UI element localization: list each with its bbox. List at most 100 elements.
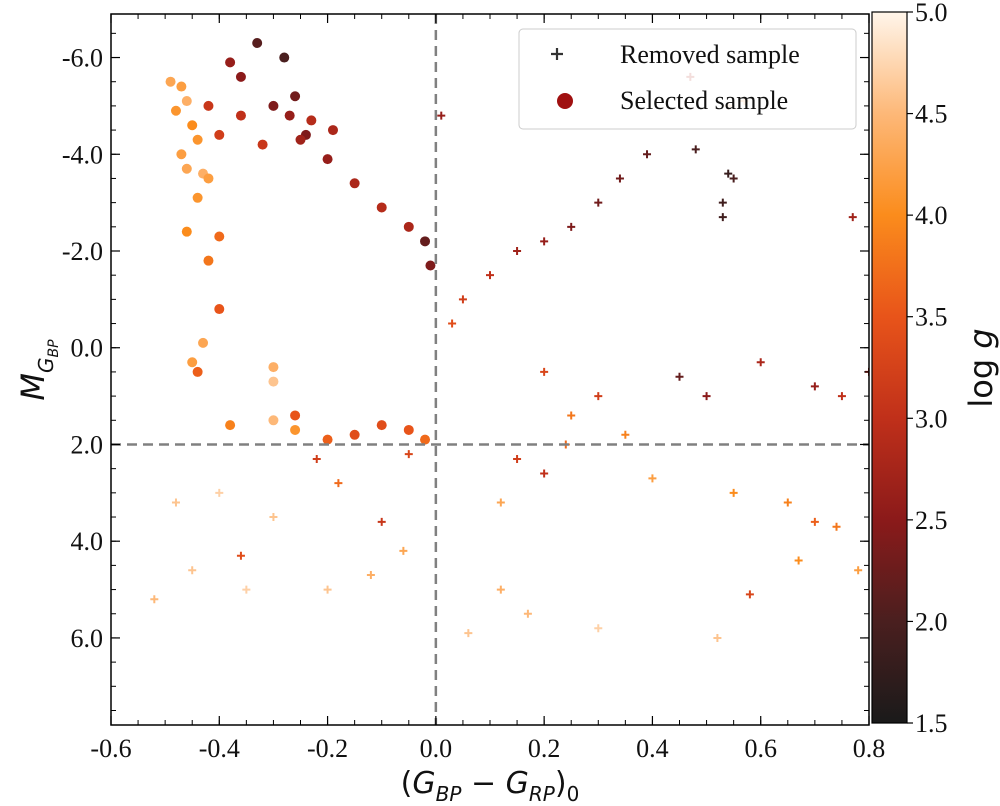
selected-sample-point	[290, 424, 301, 435]
selected-sample-point	[181, 163, 192, 174]
removed-sample-point	[567, 411, 576, 420]
selected-sample-point	[268, 100, 279, 111]
removed-sample-point	[702, 392, 711, 401]
selected-sample-point	[214, 231, 225, 242]
removed-sample-point	[540, 367, 549, 376]
removed-sample-point	[399, 546, 408, 555]
y-tick-label: -2.0	[62, 237, 103, 266]
removed-sample-point	[540, 237, 549, 246]
removed-sample-point	[323, 585, 332, 594]
colorbar-tick-label: 2.5	[915, 506, 948, 535]
selected-sample-point	[192, 192, 203, 203]
colorbar-tick-label: 4.0	[915, 201, 948, 230]
selected-sample-point	[290, 410, 301, 421]
x-tick-label: -0.4	[199, 734, 240, 763]
removed-sample-point	[366, 571, 375, 580]
x-tick-label: 0.4	[636, 734, 669, 763]
selected-sample-point	[198, 337, 209, 348]
y-tick-label: -6.0	[62, 44, 103, 73]
removed-sample-point	[615, 174, 624, 183]
selected-sample-point	[425, 260, 436, 271]
removed-sample-point	[513, 454, 522, 463]
selected-sample-point	[170, 105, 181, 116]
removed-sample-point	[648, 474, 657, 483]
removed-sample-point	[464, 629, 473, 638]
selected-sample-point	[322, 434, 333, 445]
removed-sample-point	[448, 319, 457, 328]
selected-sample-point	[203, 100, 214, 111]
selected-sample-point	[235, 110, 246, 121]
removed-sample-point	[718, 198, 727, 207]
removed-sample-point	[486, 271, 494, 280]
selected-sample-point	[192, 366, 203, 377]
selected-sample-point	[376, 202, 387, 213]
x-tick-label: 0.8	[853, 734, 886, 763]
selected-sample-point	[214, 129, 225, 140]
removed-sample-point	[540, 469, 549, 478]
x-tick-label: 0.6	[744, 734, 777, 763]
colorbar-tick-label: 3.0	[915, 404, 948, 433]
x-axis-title: (GBP − GRP)0	[401, 766, 580, 806]
selected-sample-point	[187, 357, 198, 368]
selected-sample-point	[203, 173, 214, 184]
removed-sample-point	[756, 358, 765, 367]
colorbar-title: log g	[962, 328, 1000, 407]
removed-sample-point	[745, 590, 754, 599]
removed-sample-point	[594, 392, 603, 401]
selected-sample-point	[279, 52, 290, 63]
selected-sample-point	[181, 226, 192, 237]
selected-sample-point	[290, 91, 301, 102]
removed-sample-point	[691, 145, 700, 154]
selected-sample-point	[403, 424, 414, 435]
removed-sample-point	[594, 624, 603, 633]
selected-sample-point	[376, 420, 387, 431]
selected-sample-point	[268, 362, 279, 373]
removed-sample-point	[404, 450, 413, 459]
legend: Removed sample Selected sample	[518, 28, 857, 130]
removed-sample-point	[713, 633, 722, 642]
selected-sample-point	[257, 139, 268, 150]
y-axis-ticks: -6.0 -4.0 -2.0 0.0 2.0 4.0 6.0	[62, 32, 869, 711]
selected-sample-point	[252, 38, 263, 49]
selected-sample-point	[349, 429, 360, 440]
removed-sample-point	[794, 556, 803, 565]
selected-sample-point	[176, 149, 187, 160]
removed-sample-point	[783, 498, 792, 507]
selected-sample-point	[214, 304, 225, 315]
selected-sample-point	[306, 115, 317, 126]
data-points	[150, 38, 869, 642]
selected-sample-point	[203, 255, 214, 266]
removed-sample-point	[496, 585, 505, 594]
x-axis-ticks: -0.6 -0.4 -0.2 0.0 0.2 0.4 0.6 0.8	[90, 14, 885, 763]
removed-sample-point	[810, 382, 819, 391]
colorbar-ticks: 1.5 2.0 2.5 3.0 3.5 4.0 4.5 5.0	[907, 0, 948, 738]
reference-lines	[111, 14, 869, 725]
removed-sample-point	[832, 522, 841, 531]
selected-sample-point	[235, 71, 246, 82]
legend-label-removed: Removed sample	[620, 40, 800, 69]
selected-sample-point	[225, 57, 236, 68]
legend-entry-removed: Removed sample	[551, 40, 800, 69]
removed-sample-point	[171, 498, 180, 507]
selected-sample-point	[420, 236, 431, 247]
x-tick-label: 0.2	[528, 734, 561, 763]
selected-sample-point	[403, 221, 414, 232]
legend-circle-marker-icon	[557, 93, 573, 109]
y-tick-label: 2.0	[71, 430, 104, 459]
removed-sample-point	[377, 517, 386, 526]
removed-sample-point	[837, 392, 846, 401]
removed-sample-point	[810, 517, 819, 526]
removed-sample-point	[643, 150, 652, 159]
selected-sample-point	[420, 434, 431, 445]
removed-sample-point	[848, 213, 857, 222]
selected-sample-point	[268, 415, 279, 426]
removed-sample-point	[334, 479, 343, 488]
legend-plus-marker-icon	[551, 48, 563, 60]
removed-sample-point	[729, 174, 738, 183]
selected-sample-point	[176, 81, 187, 92]
selected-sample-point	[327, 125, 338, 136]
colorbar-tick-label: 1.5	[915, 709, 948, 738]
selected-sample-point	[349, 178, 360, 189]
legend-box	[518, 28, 857, 130]
